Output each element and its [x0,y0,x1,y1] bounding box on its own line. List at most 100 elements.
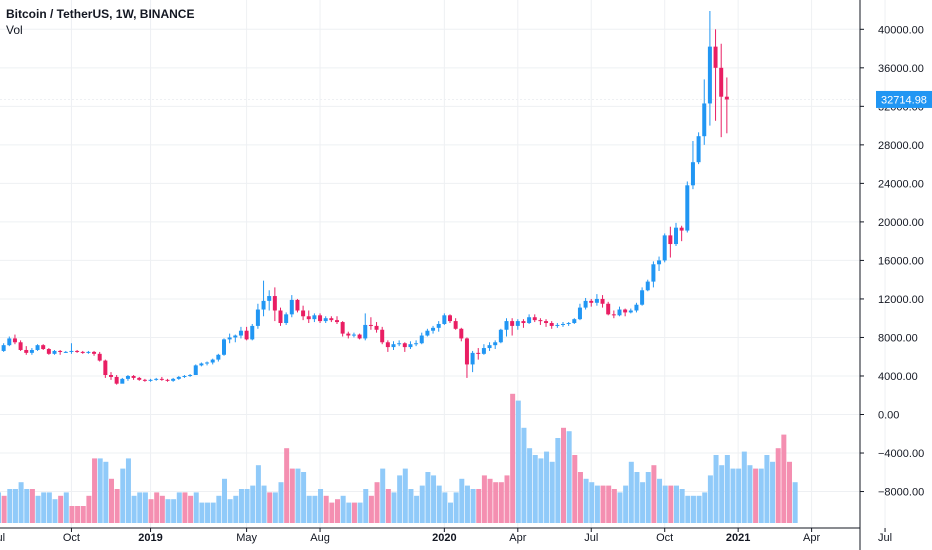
candle-body [645,281,650,291]
volume-bar [532,455,538,523]
candle-body [611,314,616,316]
volume-bar [702,492,708,523]
candle [510,318,515,336]
volume-bar [210,502,216,523]
volume-bar [250,485,256,523]
volume-bar [380,468,386,523]
candle [549,321,554,329]
volume-bar [736,468,742,523]
volume-bar [238,489,244,523]
candle-body [318,315,323,322]
time-axis[interactable]: Jul Oct 2019 May Aug 2020 Apr Jul Oct 2021 Apr Jul [0,528,892,544]
candle-body [233,335,238,338]
candle [493,340,498,350]
candle [92,350,97,356]
volume-bar [301,472,307,523]
candle [476,348,481,360]
volume-bar [340,495,346,523]
volume-bar [35,495,41,523]
volume-bar [606,485,612,523]
volume-bar [75,506,81,523]
volume-bar [549,461,555,523]
price-tick-label: 24000.00 [878,178,924,190]
candle [267,290,272,311]
time-tick-label: Apr [509,532,526,544]
candle-body [301,310,306,317]
candle [205,361,210,366]
candle [572,318,577,324]
candle-body [171,378,176,381]
candle [323,316,328,324]
candle-body [29,349,34,353]
candle [318,313,323,324]
volume-bar [544,451,550,523]
price-tick-label: −4000.00 [878,448,924,460]
candle [1,343,6,352]
candle [176,375,181,380]
candle [86,350,91,354]
candle-body [498,329,503,343]
volume-bar [29,489,35,523]
time-tick-label: 2019 [138,532,162,544]
volume-bar [289,468,295,523]
volume-bar [284,448,290,523]
candle [555,323,560,328]
candle-body [583,300,588,308]
candle [357,333,362,340]
candle-body [278,310,283,324]
volume-bar [730,468,736,523]
volume-bar [318,489,324,523]
volume-bar [555,438,561,523]
candle [210,358,215,365]
candle [431,325,436,334]
candle [165,378,170,382]
candle-body [165,379,170,381]
candle [222,338,226,356]
volume-bar [470,489,476,523]
candle-body [137,377,142,380]
candle [18,340,23,351]
candle [651,261,656,288]
candle [538,318,543,325]
volume-bar [690,495,696,523]
candle-body [391,344,396,348]
candle-body [295,299,300,311]
candle-body [255,309,260,326]
volume-indicator-label[interactable]: Vol [6,23,23,37]
candle-body [86,351,91,353]
candle-body [640,290,645,305]
price-tick-label: 16000.00 [878,255,924,267]
candle [52,349,57,355]
candle [470,350,475,373]
candle-body [408,344,413,348]
volume-bar [577,472,583,523]
volume-bar [770,461,776,523]
volume-bar [747,465,753,523]
candle-body [35,345,40,350]
volume-bar [261,485,267,523]
volume-bar [425,472,431,523]
candle [674,222,678,246]
candle [103,359,108,378]
volume-bar [402,468,408,523]
volume-bar [205,502,211,523]
candle-body [470,352,475,365]
candle [623,308,628,317]
candle [634,302,639,313]
candle-body [148,379,153,381]
candle-body [363,324,368,339]
volume-bar [459,478,465,523]
price-tick-label: 0.00 [878,410,899,422]
candle-body [662,235,667,261]
symbol-title[interactable]: Bitcoin / TetherUS, 1W, BINANCE [6,7,195,21]
time-tick-label: 2020 [432,532,456,544]
volume-bar [114,489,120,523]
volume-bar [476,489,482,523]
candle [368,317,373,330]
candle-body [368,324,373,326]
volume-bar [193,492,199,523]
candle [125,375,130,381]
candle [69,343,74,354]
